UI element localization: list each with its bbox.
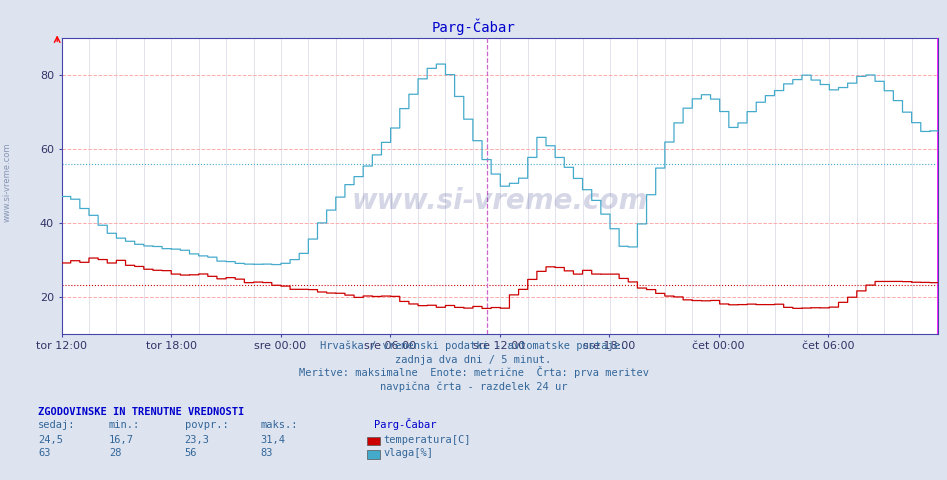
Text: 56: 56	[185, 448, 197, 458]
Text: www.si-vreme.com: www.si-vreme.com	[351, 187, 648, 215]
Text: 31,4: 31,4	[260, 434, 285, 444]
Text: 16,7: 16,7	[109, 434, 134, 444]
Text: maks.:: maks.:	[260, 420, 298, 430]
Text: 24,5: 24,5	[38, 434, 63, 444]
Text: 28: 28	[109, 448, 121, 458]
Text: min.:: min.:	[109, 420, 140, 430]
Text: Parg-Čabar: Parg-Čabar	[374, 418, 437, 430]
Text: navpična črta - razdelek 24 ur: navpična črta - razdelek 24 ur	[380, 381, 567, 392]
Text: Parg-Čabar: Parg-Čabar	[432, 18, 515, 35]
Text: povpr.:: povpr.:	[185, 420, 228, 430]
Text: 23,3: 23,3	[185, 434, 209, 444]
Text: sedaj:: sedaj:	[38, 420, 76, 430]
Text: Meritve: maksimalne  Enote: metrične  Črta: prva meritev: Meritve: maksimalne Enote: metrične Črta…	[298, 366, 649, 378]
Text: temperatura[C]: temperatura[C]	[384, 434, 471, 444]
Text: Hrvaška / vremenski podatki - avtomatske postaje.: Hrvaška / vremenski podatki - avtomatske…	[320, 341, 627, 351]
Text: zadnja dva dni / 5 minut.: zadnja dva dni / 5 minut.	[396, 355, 551, 365]
Text: ZGODOVINSKE IN TRENUTNE VREDNOSTI: ZGODOVINSKE IN TRENUTNE VREDNOSTI	[38, 407, 244, 417]
Text: www.si-vreme.com: www.si-vreme.com	[3, 143, 12, 222]
Text: 83: 83	[260, 448, 273, 458]
Text: 63: 63	[38, 448, 50, 458]
Text: vlaga[%]: vlaga[%]	[384, 448, 434, 458]
